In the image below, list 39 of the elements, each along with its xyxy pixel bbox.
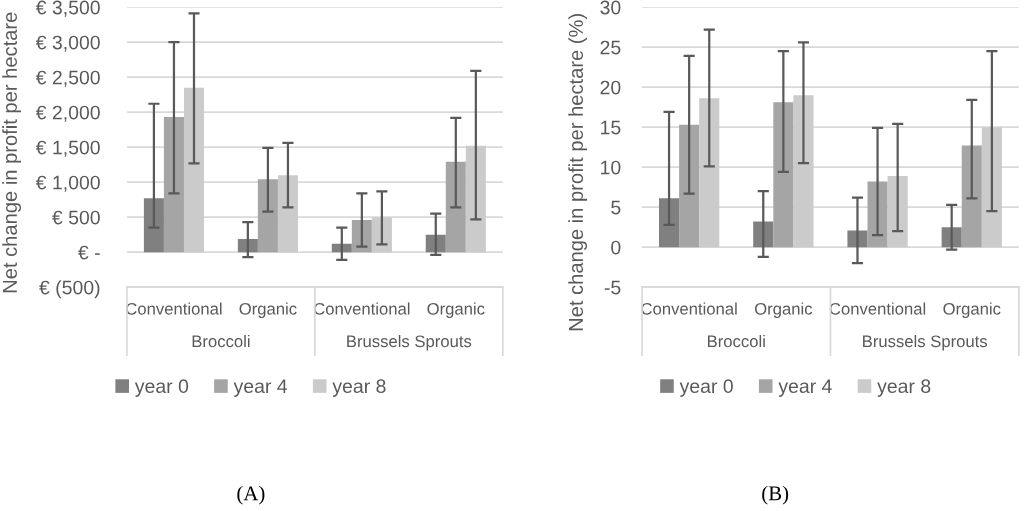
text: (B) (762, 485, 789, 505)
y-tick-label: € 1,500 (35, 140, 100, 157)
x-tick-label: Organic (427, 302, 485, 318)
y-tick-label: 0 (611, 240, 621, 255)
legend-label: year 4 (778, 379, 832, 397)
legend-label: year 8 (877, 379, 931, 397)
y-tick-label: € 500 (52, 210, 100, 225)
y-tick-label: 30 (600, 0, 621, 15)
text: Broccoli (707, 334, 765, 348)
y-tick-label: -5 (604, 280, 621, 295)
x-tick-label: Conventional (829, 302, 926, 315)
legend-label: year 0 (134, 379, 189, 397)
text: (A) (237, 485, 265, 505)
text: Brussels Sprouts (347, 334, 472, 351)
x-tick-label: Organic (239, 302, 297, 318)
y-tick-label: 5 (611, 200, 621, 215)
y-axis-title: Net change in profit per hectare (2, 12, 21, 293)
y-tick-label: 25 (600, 40, 621, 55)
legend-label: year 4 (233, 379, 288, 397)
y-tick-label: 15 (601, 120, 621, 135)
y-tick-label: € 3,500 (35, 0, 100, 17)
legend-label: year 8 (332, 379, 386, 397)
y-tick-label: € 1,000 (35, 175, 100, 192)
y-axis-title: Net change in profit per hectare (%) (568, 14, 588, 331)
y-tick-label: € 2,500 (35, 70, 100, 87)
x-tick-label: Conventional (126, 302, 222, 315)
y-tick-label: 10 (601, 160, 621, 175)
text: Broccoli (192, 334, 250, 348)
y-tick-label: € (500) (39, 280, 100, 299)
x-tick-label: Organic (754, 302, 813, 318)
legend-label: year 0 (679, 379, 733, 397)
x-tick-label: Organic (943, 302, 1001, 318)
y-tick-label: € 2,000 (35, 105, 100, 122)
x-tick-label: Conventional (641, 302, 737, 315)
y-tick-label: € - (78, 245, 100, 260)
y-tick-label: € 3,000 (35, 35, 100, 52)
text: Brussels Sprouts (863, 334, 988, 351)
y-tick-label: 20 (600, 80, 621, 95)
x-tick-label: Conventional (314, 302, 410, 315)
